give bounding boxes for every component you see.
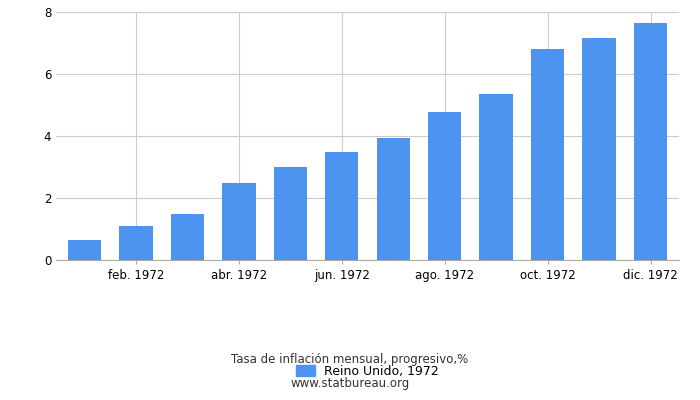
Bar — [68, 240, 101, 260]
Bar — [428, 112, 461, 260]
Bar — [531, 49, 564, 260]
Bar — [582, 38, 616, 260]
Bar — [171, 214, 204, 260]
Bar — [377, 138, 410, 260]
Bar — [480, 94, 513, 260]
Bar — [119, 226, 153, 260]
Bar — [222, 182, 256, 260]
Text: Tasa de inflación mensual, progresivo,%: Tasa de inflación mensual, progresivo,% — [232, 354, 468, 366]
Legend: Reino Unido, 1972: Reino Unido, 1972 — [290, 360, 444, 383]
Bar — [274, 167, 307, 260]
Bar — [634, 24, 667, 260]
Bar — [325, 152, 358, 260]
Text: www.statbureau.org: www.statbureau.org — [290, 378, 410, 390]
